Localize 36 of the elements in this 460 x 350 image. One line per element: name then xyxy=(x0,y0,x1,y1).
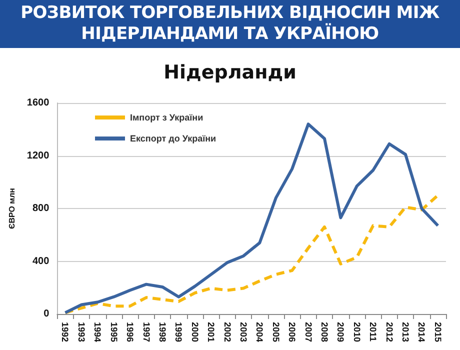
y-tick-label: 0 xyxy=(44,308,50,320)
x-tick-label: 1999 xyxy=(174,322,184,342)
legend-label: Імпорт з України xyxy=(130,112,204,122)
chart-subtitle: Нідерланди xyxy=(164,62,296,84)
x-tick-label: 2002 xyxy=(222,322,232,342)
x-tick-label: 1992 xyxy=(60,322,70,342)
x-tick-label: 2010 xyxy=(352,322,362,342)
line-series xyxy=(64,194,440,314)
x-tick-label: 2004 xyxy=(254,322,265,342)
x-tick-label: 2003 xyxy=(238,322,248,342)
y-axis-title: ЄВРО млн xyxy=(8,188,16,229)
x-tick-label: 1998 xyxy=(157,322,168,342)
chart-title: РОЗВИТОК ТОРГОВЕЛЬНИХ ВІДНОСИН МІЖ НІДЕРЛАНДАМИ ТА УКРАЇНОЮ xyxy=(0,0,460,48)
x-tick-label: 2009 xyxy=(336,322,346,342)
x-tick-label: 1994 xyxy=(92,322,103,342)
x-tick-label: 2005 xyxy=(270,322,281,342)
x-tick-label: 1993 xyxy=(76,322,86,342)
x-tick-label: 2007 xyxy=(303,322,314,342)
y-tick-label: 800 xyxy=(32,203,50,214)
x-tick-label: 2015 xyxy=(432,322,443,342)
x-tick-label: 2006 xyxy=(287,322,298,342)
x-tick-label: 1995 xyxy=(108,322,119,342)
x-tick-label: 2013 xyxy=(400,322,410,342)
x-tick-label: 2000 xyxy=(190,322,200,342)
y-tick-label: 1600 xyxy=(26,98,50,108)
x-tick-label: 1997 xyxy=(141,322,152,342)
x-tick-label: 1996 xyxy=(125,322,136,342)
line-series xyxy=(64,122,440,314)
y-tick-label: 1200 xyxy=(26,150,50,162)
legend-label: Експорт до України xyxy=(130,134,216,144)
x-tick-label: 2008 xyxy=(319,322,330,342)
y-tick-label: 400 xyxy=(32,256,50,267)
x-tick-label: 2011 xyxy=(368,322,378,342)
x-tick-label: 2012 xyxy=(384,322,394,342)
x-tick-label: 2014 xyxy=(416,322,427,342)
x-tick-label: 2001 xyxy=(206,322,216,342)
